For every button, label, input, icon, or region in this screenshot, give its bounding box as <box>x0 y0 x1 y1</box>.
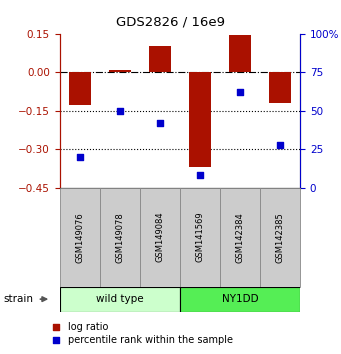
Text: GSM141569: GSM141569 <box>195 212 204 263</box>
Bar <box>100 188 140 287</box>
Point <box>237 89 243 95</box>
Bar <box>149 46 171 72</box>
Point <box>197 172 203 178</box>
Text: GSM142385: GSM142385 <box>276 212 284 263</box>
Bar <box>260 188 300 287</box>
Point <box>277 142 283 147</box>
Point <box>54 324 59 330</box>
Point <box>77 154 83 160</box>
Text: GDS2826 / 16e9: GDS2826 / 16e9 <box>116 16 225 29</box>
Point <box>157 120 163 126</box>
Text: strain: strain <box>3 294 33 304</box>
Text: percentile rank within the sample: percentile rank within the sample <box>68 335 233 345</box>
Bar <box>140 188 180 287</box>
Bar <box>69 72 91 105</box>
Text: wild type: wild type <box>96 294 144 304</box>
Text: GSM142384: GSM142384 <box>236 212 244 263</box>
Bar <box>180 287 300 312</box>
Bar <box>60 188 100 287</box>
Bar <box>60 287 180 312</box>
Bar <box>189 72 211 167</box>
Text: GSM149084: GSM149084 <box>155 212 164 263</box>
Point <box>54 337 59 343</box>
Text: log ratio: log ratio <box>68 322 108 332</box>
Bar <box>229 35 251 72</box>
Text: NY1DD: NY1DD <box>222 294 258 304</box>
Text: GSM149078: GSM149078 <box>115 212 124 263</box>
Bar <box>220 188 260 287</box>
Bar <box>109 69 131 72</box>
Bar <box>269 72 291 103</box>
Bar <box>180 188 220 287</box>
Point <box>117 108 122 113</box>
Text: GSM149076: GSM149076 <box>75 212 84 263</box>
